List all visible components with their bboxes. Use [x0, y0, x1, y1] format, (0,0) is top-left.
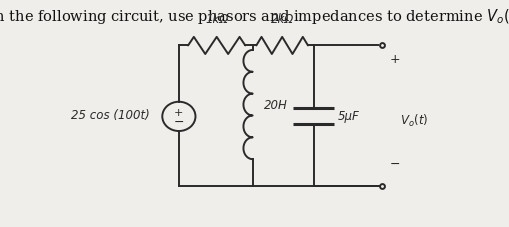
Text: In the following circuit, use phasors and impedances to determine $V_o(t)$: In the following circuit, use phasors an… — [0, 7, 509, 26]
Text: +: + — [174, 108, 184, 118]
Text: 20H: 20H — [264, 99, 288, 111]
Text: $V_o(t)$: $V_o(t)$ — [400, 113, 429, 129]
Text: −: − — [174, 115, 184, 128]
Text: 5μF: 5μF — [337, 110, 359, 123]
Text: −: − — [389, 158, 400, 170]
Text: 2kΩ: 2kΩ — [271, 13, 294, 26]
Text: +: + — [389, 53, 400, 66]
Text: 25 cos (100t): 25 cos (100t) — [71, 108, 150, 121]
Text: 1kΩ: 1kΩ — [205, 13, 229, 26]
